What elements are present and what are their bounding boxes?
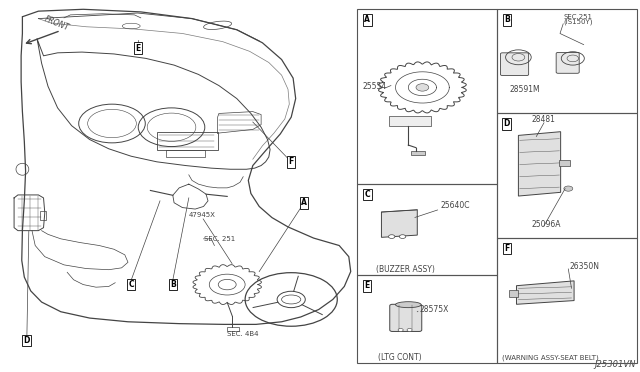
Text: (IS150Y): (IS150Y) <box>563 19 593 25</box>
FancyBboxPatch shape <box>500 53 529 76</box>
Text: 28575X: 28575X <box>419 305 449 314</box>
Text: SEC.251: SEC.251 <box>563 14 592 20</box>
Bar <box>40 211 46 220</box>
Bar <box>157 132 218 150</box>
Text: 28591M: 28591M <box>509 85 540 94</box>
Circle shape <box>388 235 395 238</box>
Text: D: D <box>24 336 30 345</box>
Bar <box>497 113 637 238</box>
Bar <box>166 150 205 157</box>
Text: A: A <box>364 15 371 24</box>
Circle shape <box>564 186 573 191</box>
Text: (BUZZER ASSY): (BUZZER ASSY) <box>376 265 435 274</box>
Text: 25554: 25554 <box>363 82 387 91</box>
Bar <box>411 151 425 155</box>
Bar <box>497 9 637 113</box>
Polygon shape <box>518 132 561 196</box>
Circle shape <box>407 328 412 331</box>
Text: FRONT: FRONT <box>44 15 71 33</box>
Polygon shape <box>381 210 417 237</box>
Text: E: E <box>135 44 140 53</box>
Text: (LTG CONT): (LTG CONT) <box>378 353 422 362</box>
Text: SEC. 251: SEC. 251 <box>204 236 235 242</box>
Circle shape <box>398 328 403 331</box>
Bar <box>509 290 518 297</box>
FancyBboxPatch shape <box>556 52 579 73</box>
Text: B: B <box>504 15 509 24</box>
Text: A: A <box>301 198 307 207</box>
Bar <box>559 160 570 166</box>
FancyBboxPatch shape <box>390 304 422 331</box>
Text: F: F <box>504 244 509 253</box>
Text: E: E <box>365 281 370 290</box>
Text: C: C <box>129 280 134 289</box>
Bar <box>357 9 497 184</box>
Polygon shape <box>516 281 574 304</box>
Text: (WARNING ASSY-SEAT BELT): (WARNING ASSY-SEAT BELT) <box>502 355 599 361</box>
Circle shape <box>416 84 429 91</box>
Bar <box>497 238 637 363</box>
Text: F: F <box>289 157 294 166</box>
Text: SEC. 4B4: SEC. 4B4 <box>227 331 259 337</box>
Text: C: C <box>365 190 370 199</box>
Text: B: B <box>170 280 175 289</box>
Bar <box>389 116 431 126</box>
Circle shape <box>399 235 406 238</box>
Ellipse shape <box>396 302 421 308</box>
Bar <box>227 327 239 331</box>
Text: 25096A: 25096A <box>531 220 561 229</box>
Bar <box>357 184 497 275</box>
Text: D: D <box>504 119 510 128</box>
Text: 25640C: 25640C <box>440 201 470 210</box>
Text: J25301VN: J25301VN <box>594 360 636 369</box>
Text: 28481: 28481 <box>531 115 555 124</box>
Text: 47945X: 47945X <box>189 212 216 218</box>
Bar <box>357 275 497 363</box>
Text: 26350N: 26350N <box>570 262 600 270</box>
